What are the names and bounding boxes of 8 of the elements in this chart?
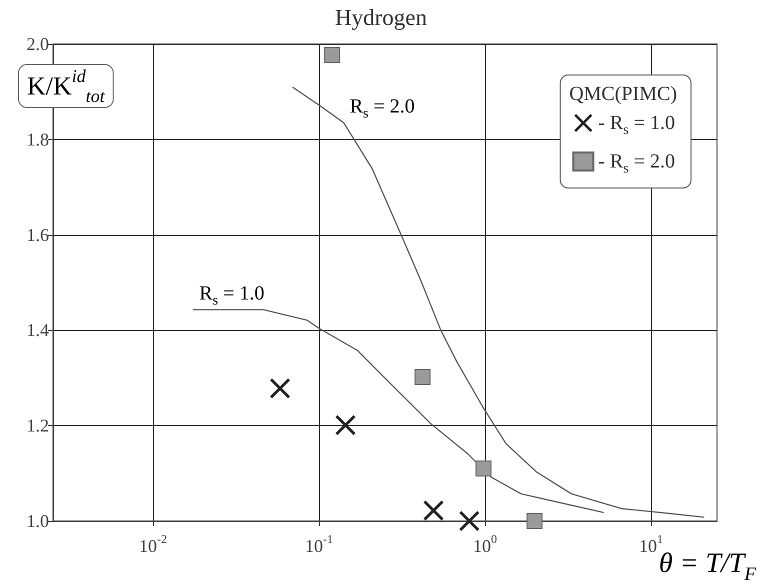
y-tick-label: 1.0 [26, 511, 49, 531]
legend-title: QMC(PIMC) [569, 83, 678, 105]
y-tick-label: 2.0 [26, 34, 49, 54]
y-tick-label: 1.4 [26, 320, 49, 340]
y-tick-label: 1.6 [26, 224, 49, 245]
y-tick-label: 1.2 [26, 416, 49, 436]
chart-title: Hydrogen [335, 5, 428, 30]
y-tick-label: 1.8 [26, 129, 49, 150]
